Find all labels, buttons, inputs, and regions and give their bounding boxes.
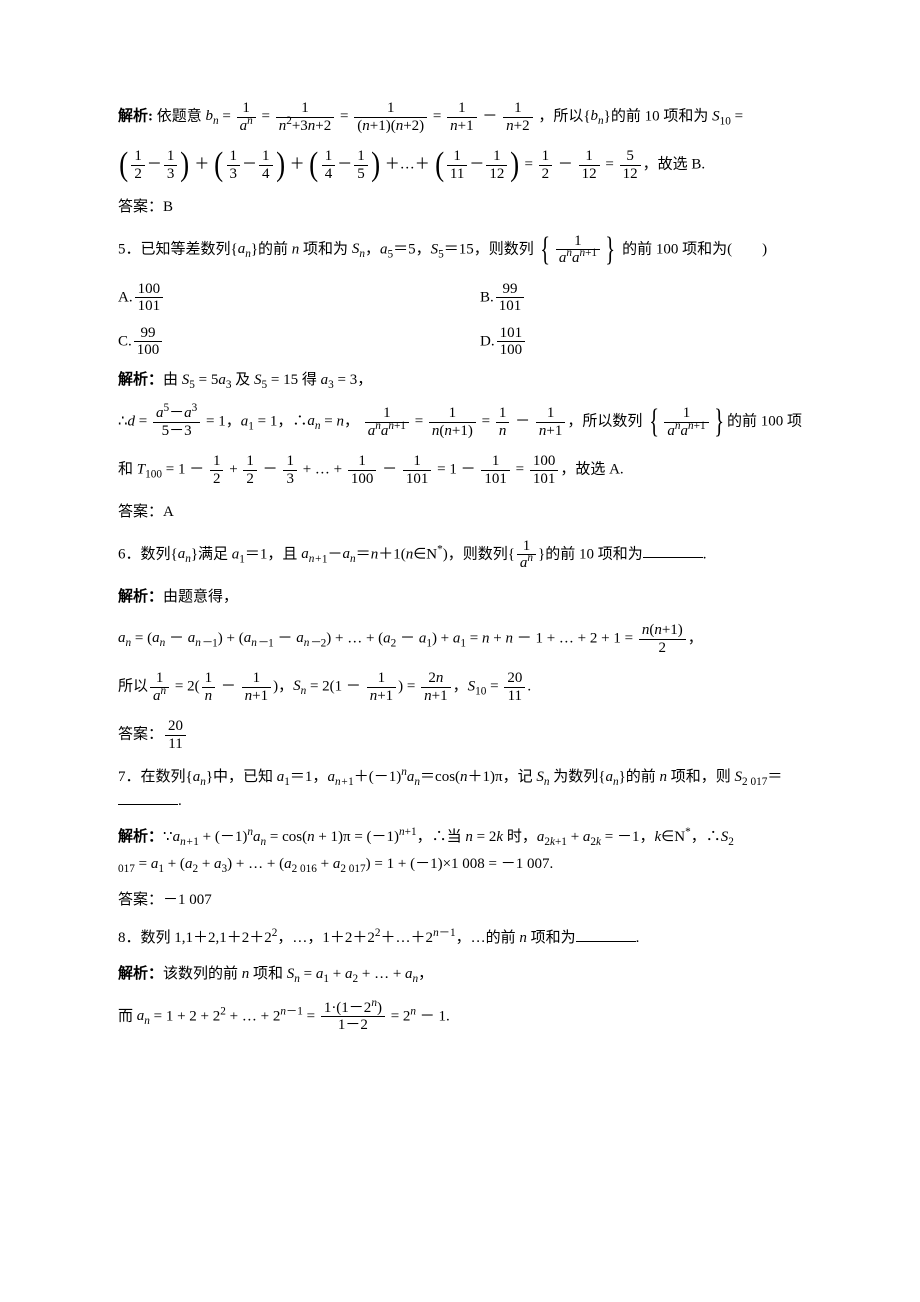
q5-explanation-line2: ∴d = a5－a35－3 = 1，a1 = 1，∴an = n， 1anan+… (118, 405, 802, 439)
q6-stem: 6．数列{an}满足 a1＝1，且 an+1－an＝n＋1(n∈N*)，则数列{… (118, 538, 802, 572)
q7-stem: 7．在数列{an}中，已知 a1＝1，an+1＋(－1)nan＝cos(n＋1)… (118, 766, 802, 812)
q7-answer: 答案：－1 007 (118, 889, 802, 912)
q7-explanation: 解析：∵an+1 + (－1)nan = cos(n + 1)π = (－1)n… (118, 826, 802, 849)
q4-explanation: 解析: 依题意 bn = 1an = 1n2+3n+2 = 1(n+1)(n+2… (118, 100, 802, 134)
q5-explanation-line3: 和 T100 = 1 － 12 + 12 － 13 + … + 1100 － 1… (118, 453, 802, 487)
q8-number: 8． (118, 930, 141, 946)
label-explanation: 解析: (118, 108, 153, 124)
label-answer: 答案： (118, 726, 163, 742)
q7-explanation-line2: 017 = a1 + (a2 + a3) + … + (a2 016 + a2 … (118, 853, 802, 876)
q7-answer-value: －1 007 (163, 892, 212, 908)
q5-number: 5． (118, 241, 141, 257)
q4-answer: 答案：B (118, 196, 802, 219)
q5-options: A.100101 B.99101 C.99100 D.101100 (118, 281, 802, 359)
q8-explanation: 解析：该数列的前 n 项和 Sn = a1 + a2 + … + an， (118, 963, 802, 986)
q8-explanation-line2: 而 an = 1 + 2 + 22 + … + 2n－1 = 1·(1－2n)1… (118, 1000, 802, 1034)
q5-option-b: B.99101 (480, 281, 802, 315)
blank-input (576, 926, 636, 942)
q5-stem: 5．已知等差数列{an}的前 n 项和为 Sn，a5＝5，S5＝15，则数列 {… (118, 233, 802, 267)
q6-explanation: 解析：由题意得， (118, 586, 802, 609)
label-answer: 答案： (118, 199, 163, 215)
q5-option-a: A.100101 (118, 281, 440, 315)
label-explanation: 解析： (118, 372, 163, 388)
label-explanation: 解析： (118, 589, 163, 605)
q5-answer: 答案：A (118, 501, 802, 524)
label-explanation: 解析： (118, 966, 163, 982)
q6-number: 6． (118, 546, 141, 562)
q5-option-d: D.101100 (480, 325, 802, 359)
blank-input (118, 789, 178, 805)
label-answer: 答案： (118, 504, 163, 520)
q5-answer-value: A (163, 504, 174, 520)
q8-stem: 8．数列 1,1＋2,1＋2＋22，…，1＋2＋22＋…＋2n－1，…的前 n … (118, 926, 802, 950)
q4-explanation-line2: (12－13) ＋ (13－14) ＋ (14－15) ＋…＋ (111－112… (118, 148, 802, 182)
q7-number: 7． (118, 769, 141, 785)
label-answer: 答案： (118, 892, 163, 908)
q5-option-c: C.99100 (118, 325, 440, 359)
label-explanation: 解析： (118, 829, 163, 845)
q6-answer: 答案：2011 (118, 718, 802, 752)
q6-explanation-line2: an = (an － an－1) + (an－1 － an－2) + … + (… (118, 622, 802, 656)
q4-answer-value: B (163, 199, 173, 215)
blank-input (643, 542, 703, 558)
q6-explanation-line3: 所以1an = 2(1n － 1n+1)，Sn = 2(1 － 1n+1) = … (118, 670, 802, 704)
q5-explanation: 解析：由 S5 = 5a3 及 S5 = 15 得 a3 = 3， (118, 369, 802, 392)
